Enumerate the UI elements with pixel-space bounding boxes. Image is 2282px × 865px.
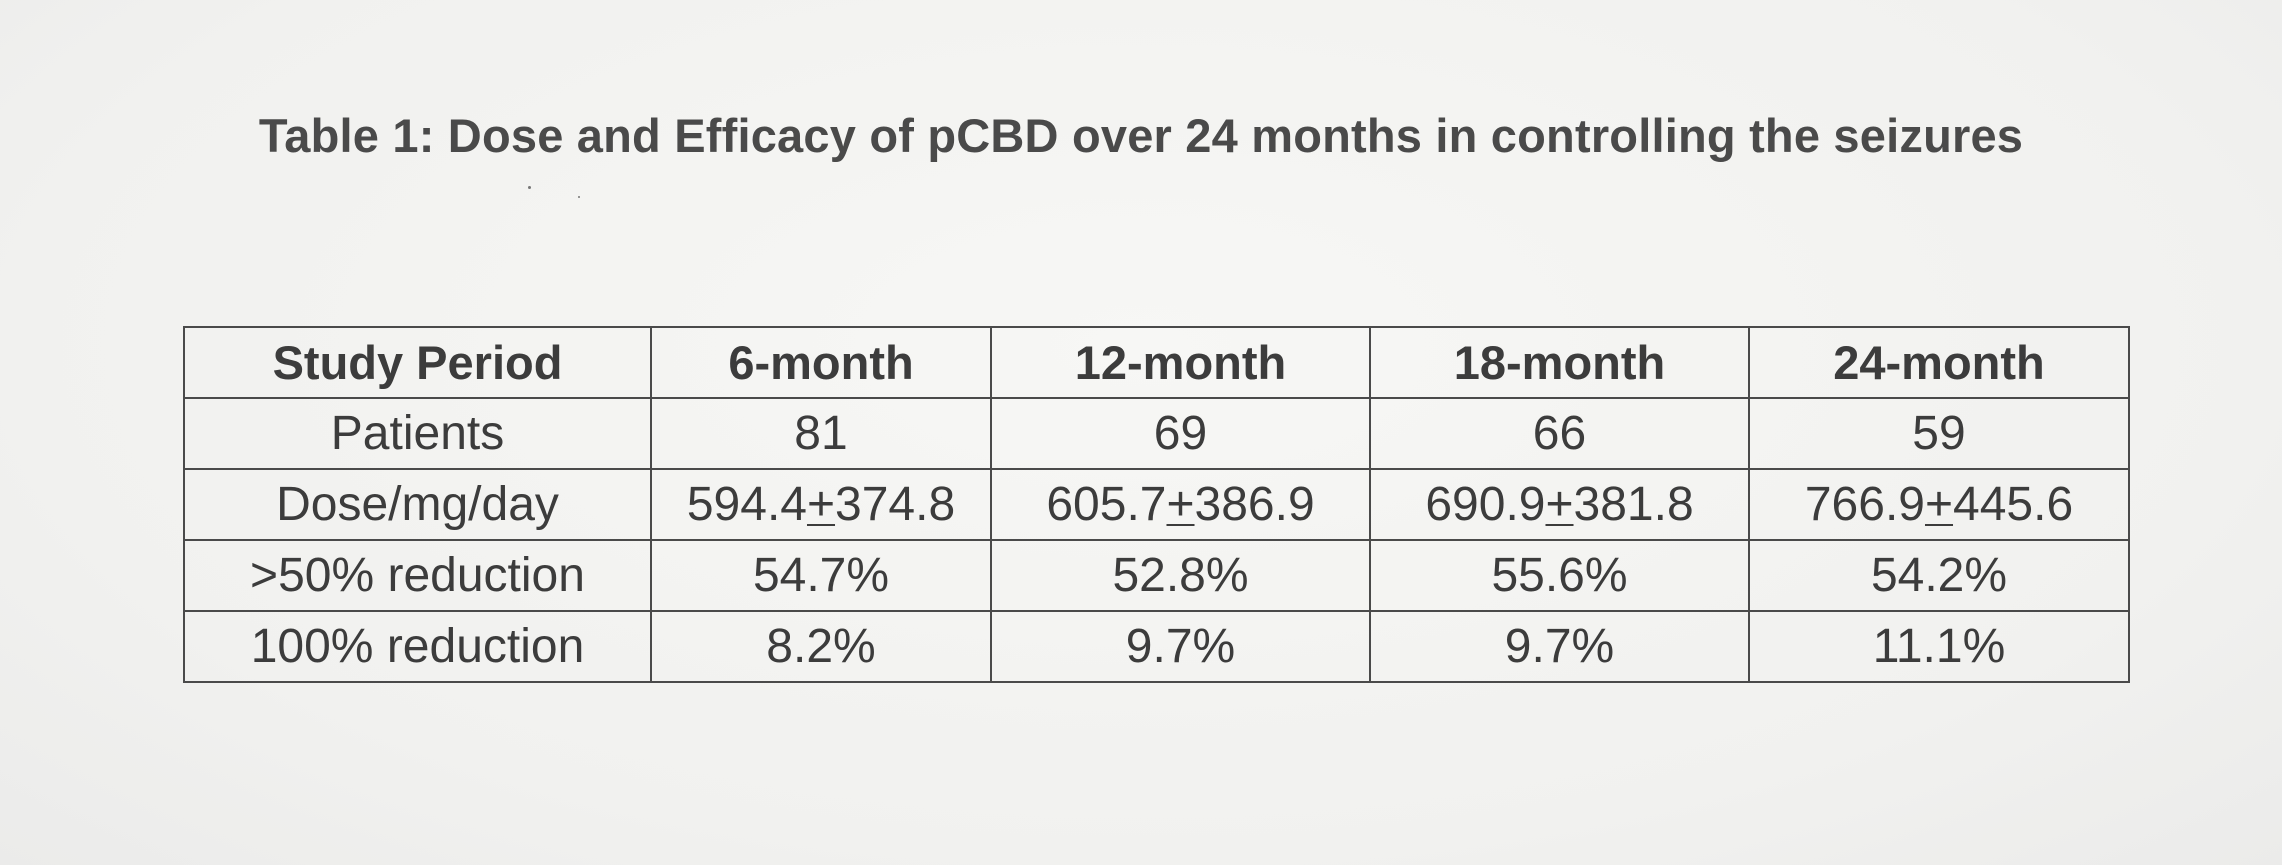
dose-sd: 381.8 (1573, 478, 1694, 531)
header-18-month: 18-month (1369, 326, 1750, 399)
header-row: Study Period 6-month 12-month 18-month 2… (183, 326, 2130, 399)
dose-mean: 766.9 (1804, 478, 1925, 531)
cell-patients-12-month: 69 (990, 397, 1371, 470)
header-study-period: Study Period (183, 326, 652, 399)
row-label-50-reduction: >50% reduction (183, 539, 652, 612)
dose-mean: 690.9 (1425, 478, 1546, 531)
plus-minus-sign: + (806, 478, 836, 531)
header-24-month: 24-month (1748, 326, 2130, 399)
header-12-month: 12-month (990, 326, 1371, 399)
cell-50-reduction-6-month: 54.7% (650, 539, 992, 612)
row-label-100-reduction: 100% reduction (183, 610, 652, 683)
scan-speck (528, 186, 531, 189)
cell-100-reduction-6-month: 8.2% (650, 610, 992, 683)
cell-dose-18-month: 690.9+381.8 (1369, 468, 1750, 541)
cell-100-reduction-24-month: 11.1% (1748, 610, 2130, 683)
table-row-dose: Dose/mg/day 594.4+374.8 605.7+386.9 690.… (183, 468, 2130, 541)
cell-patients-6-month: 81 (650, 397, 992, 470)
row-label-patients: Patients (183, 397, 652, 470)
cell-50-reduction-12-month: 52.8% (990, 539, 1371, 612)
cell-50-reduction-18-month: 55.6% (1369, 539, 1750, 612)
header-6-month: 6-month (650, 326, 992, 399)
cell-patients-18-month: 66 (1369, 397, 1750, 470)
plus-minus-sign: + (1545, 478, 1574, 531)
cell-patients-24-month: 59 (1748, 397, 2130, 470)
plus-minus-sign: + (1166, 478, 1195, 531)
cell-dose-12-month: 605.7+386.9 (990, 468, 1371, 541)
table-row-100-reduction: 100% reduction 8.2% 9.7% 9.7% 11.1% (183, 610, 2130, 683)
cell-100-reduction-12-month: 9.7% (990, 610, 1371, 683)
table-title: Table 1: Dose and Efficacy of pCBD over … (258, 109, 2024, 162)
dose-sd: 445.6 (1953, 478, 2074, 531)
cell-50-reduction-24-month: 54.2% (1748, 539, 2130, 612)
scan-speck (578, 196, 580, 198)
dose-sd: 386.9 (1194, 478, 1315, 531)
cell-100-reduction-18-month: 9.7% (1369, 610, 1750, 683)
row-label-dose: Dose/mg/day (183, 468, 652, 541)
dose-efficacy-table: Study Period 6-month 12-month 18-month 2… (183, 326, 2130, 683)
cell-dose-6-month: 594.4+374.8 (650, 468, 992, 541)
plus-minus-sign: + (1924, 478, 1954, 531)
table-row-50-reduction: >50% reduction 54.7% 52.8% 55.6% 54.2% (183, 539, 2130, 612)
dose-mean: 594.4 (686, 478, 807, 531)
cell-dose-24-month: 766.9+445.6 (1748, 468, 2130, 541)
table-row-patients: Patients 81 69 66 59 (183, 397, 2130, 470)
dose-sd: 374.8 (835, 478, 956, 531)
dose-mean: 605.7 (1046, 478, 1167, 531)
